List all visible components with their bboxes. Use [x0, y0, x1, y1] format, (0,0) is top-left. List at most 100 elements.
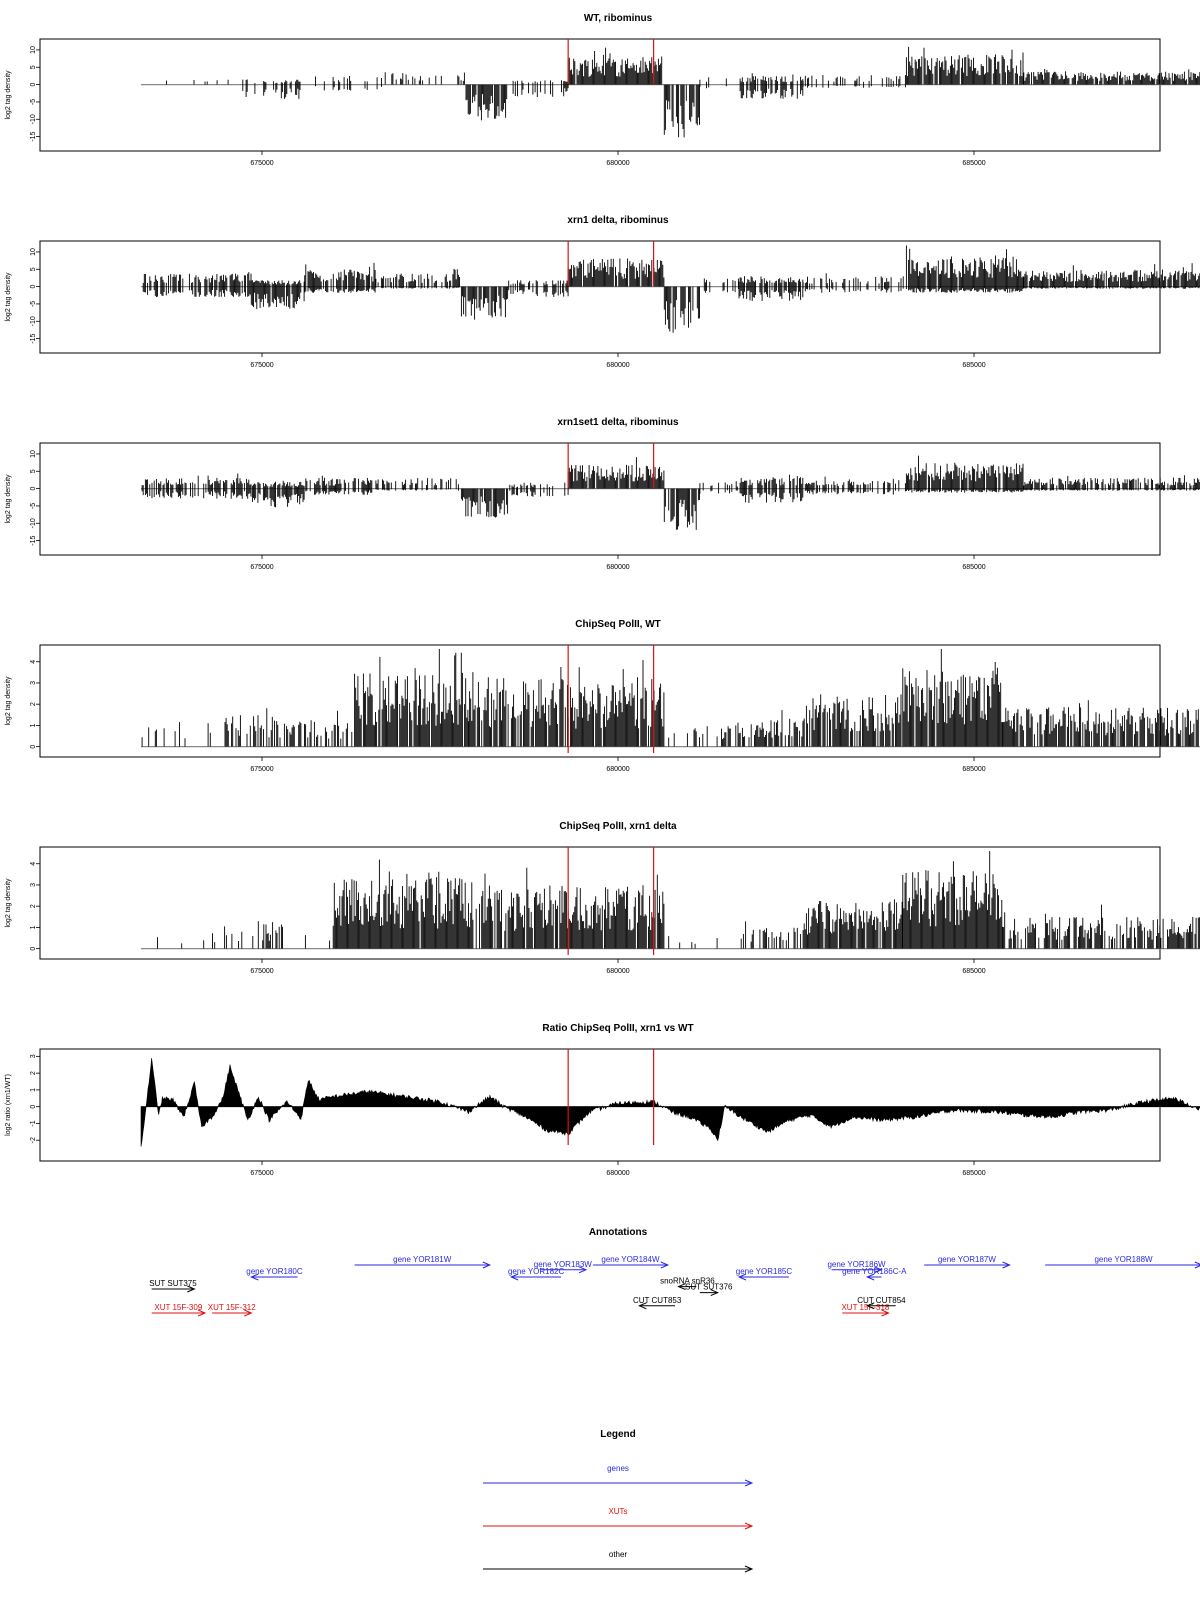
y-tick-label: 0	[30, 745, 37, 749]
signal-bars	[141, 649, 1199, 747]
feature-arrow	[250, 1273, 298, 1281]
feature-arrow	[831, 1266, 883, 1274]
x-tick-label: 680000	[606, 1170, 629, 1177]
feature-arrow	[354, 1261, 492, 1269]
gene-label: gene YOR183W	[534, 1260, 593, 1269]
x-tick-label: 680000	[606, 160, 629, 167]
y-tick-label: -2	[30, 1137, 37, 1143]
legend-label-genes: genes	[607, 1464, 629, 1473]
y-tick-label: 2	[30, 702, 37, 706]
ratio-area	[140, 1058, 1200, 1147]
y-tick-label: -15	[30, 333, 37, 343]
panel-title: ChipSeq PolII, WT	[575, 619, 661, 630]
panel-title: ChipSeq PolII, xrn1 delta	[559, 821, 677, 832]
y-tick-label: -15	[30, 535, 37, 545]
legend-label-xuts: XUTs	[608, 1507, 627, 1516]
gene-label: gene YOR186C-A	[842, 1267, 907, 1276]
feature-arrow	[865, 1273, 882, 1281]
y-tick-label: 2	[30, 1071, 37, 1075]
y-tick-label: -10	[30, 316, 37, 326]
y-tick-label: 10	[30, 248, 37, 256]
x-tick-label: 675000	[250, 362, 273, 369]
y-axis-label: log2 tag density	[5, 70, 12, 120]
feature-arrow	[677, 1283, 697, 1291]
plot-frame	[39, 38, 1161, 152]
y-tick-label: -5	[30, 503, 37, 509]
panel-1: WT, ribominus 10 5 0 -5 -10 -15 log2 tag densit…	[5, 13, 1200, 167]
panel-title: WT, ribominus	[584, 13, 653, 24]
x-tick-label: 680000	[606, 564, 629, 571]
other-label: SUT SUT375	[149, 1279, 197, 1288]
x-tick-label: 685000	[962, 968, 985, 975]
panel-title: xrn1set1 delta, ribominus	[557, 417, 679, 428]
plot-frame	[39, 442, 1161, 556]
y-tick-label: -10	[30, 518, 37, 528]
y-tick-label: -1	[30, 1120, 37, 1126]
annotations-panel: Annotations gene YOR180C gene YOR181W gene …	[149, 1227, 1200, 1317]
feature-arrow	[483, 1565, 754, 1573]
feature-arrow	[842, 1309, 890, 1317]
y-tick-label: 0	[30, 947, 37, 951]
feature-arrow	[865, 1302, 896, 1310]
feature-arrow	[151, 1285, 196, 1293]
y-tick-label: 4	[30, 862, 37, 866]
feature-arrow	[509, 1273, 562, 1281]
legend-title: Legend	[600, 1429, 636, 1440]
y-tick-label: -15	[30, 131, 37, 141]
y-tick-label: 5	[30, 267, 37, 271]
x-tick-label: 680000	[606, 362, 629, 369]
plot-frame	[39, 846, 1161, 960]
legend-label-other: other	[609, 1550, 628, 1559]
gene-label: gene YOR180C	[246, 1267, 303, 1276]
y-tick-label: -5	[30, 301, 37, 307]
y-tick-label: 1	[30, 723, 37, 727]
legend-panel: Legend genes XUTs other	[483, 1429, 754, 1573]
plot-frame	[39, 240, 1161, 354]
x-tick-label: 675000	[250, 160, 273, 167]
y-tick-label: 3	[30, 883, 37, 887]
feature-arrow	[212, 1309, 253, 1317]
signal-bars	[141, 455, 1200, 530]
gene-label: gene YOR186W	[827, 1260, 886, 1269]
y-tick-label: 0	[30, 83, 37, 87]
xut-label: XUT 15F-309	[154, 1303, 202, 1312]
other-label: snoRNA snR36	[660, 1277, 715, 1286]
y-axis-label: log2 tag density	[5, 676, 12, 726]
plot-frame	[39, 1048, 1161, 1162]
gene-label: gene YOR187W	[938, 1255, 997, 1264]
x-tick-label: 675000	[250, 1170, 273, 1177]
panel-3: xrn1set1 delta, ribominus 10 5 0 -5 -10 -15 log…	[5, 417, 1200, 571]
gene-label: gene YOR188W	[1094, 1255, 1153, 1264]
y-tick-label: 0	[30, 487, 37, 491]
panel-title: xrn1 delta, ribominus	[567, 215, 669, 226]
y-tick-label: 10	[30, 450, 37, 458]
y-tick-label: -5	[30, 99, 37, 105]
gene-label: gene YOR184W	[601, 1255, 660, 1264]
y-tick-label: 4	[30, 660, 37, 664]
feature-arrow	[593, 1261, 670, 1269]
gene-label: gene YOR181W	[393, 1255, 452, 1264]
y-tick-label: 0	[30, 285, 37, 289]
y-tick-label: 5	[30, 469, 37, 473]
feature-arrow	[539, 1266, 588, 1274]
y-tick-label: 3	[30, 681, 37, 685]
xut-label: XUT 15F-318	[841, 1303, 889, 1312]
xut-label: XUT 15F-312	[208, 1303, 256, 1312]
x-tick-label: 680000	[606, 766, 629, 773]
feature-arrow	[737, 1273, 789, 1281]
y-tick-label: 0	[30, 1105, 37, 1109]
x-tick-label: 680000	[606, 968, 629, 975]
x-tick-label: 675000	[250, 564, 273, 571]
y-tick-label: 1	[30, 925, 37, 929]
feature-arrow	[151, 1309, 207, 1317]
y-tick-label: 3	[30, 1054, 37, 1058]
panel-title: Ratio ChipSeq PolII, xrn1 vs WT	[542, 1023, 693, 1034]
x-tick-label: 675000	[250, 968, 273, 975]
panel-2: xrn1 delta, ribominus 10 5 0 -5 -10 -15 log2 ta…	[5, 215, 1200, 369]
x-tick-label: 685000	[962, 766, 985, 773]
y-axis-label: log2 ratio (xrn1/WT)	[5, 1074, 12, 1136]
signal-bars	[166, 46, 1200, 138]
panel-6: Ratio ChipSeq PolII, xrn1 vs WT 3 2 1 0 -1 -2 l…	[5, 1023, 1200, 1177]
x-tick-label: 685000	[962, 362, 985, 369]
